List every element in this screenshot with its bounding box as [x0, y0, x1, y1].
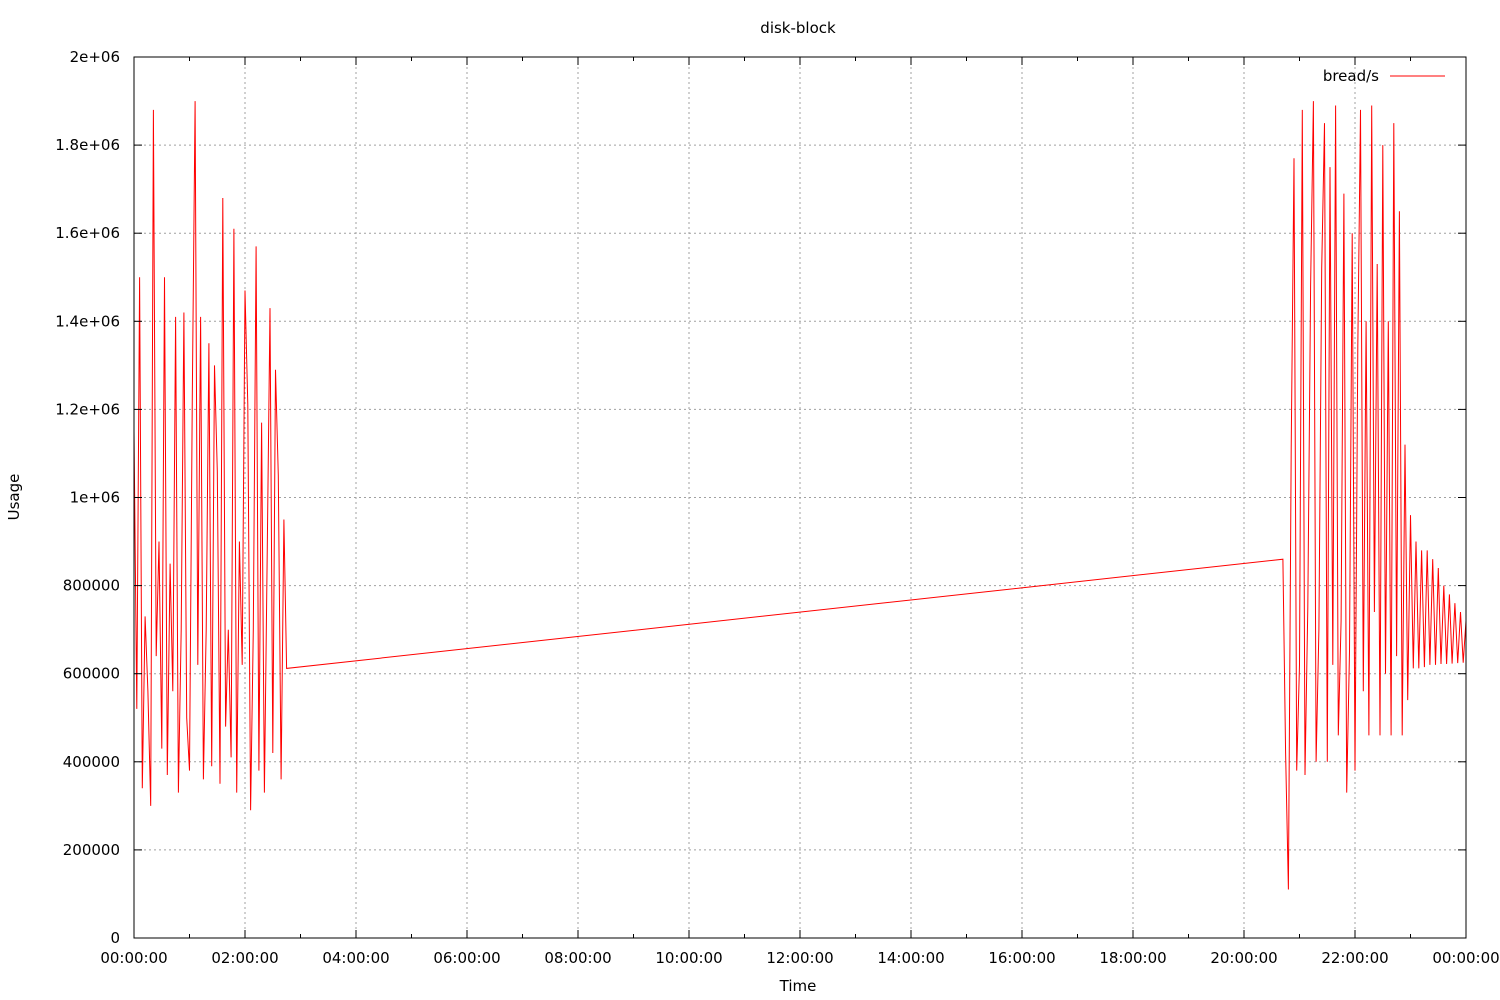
- y-tick-label: 2e+06: [70, 48, 120, 66]
- y-axis-label: Usage: [5, 474, 23, 521]
- y-tick-label: 400000: [63, 753, 120, 771]
- x-tick-label: 18:00:00: [1099, 949, 1166, 967]
- series-bread-line: [133, 101, 1467, 890]
- ticks-layer: [133, 56, 1467, 939]
- x-tick-label: 04:00:00: [322, 949, 389, 967]
- chart-title: disk-block: [760, 19, 836, 37]
- x-tick-label: 10:00:00: [655, 949, 722, 967]
- y-tick-label: 1.6e+06: [55, 224, 120, 242]
- x-tick-label: 02:00:00: [211, 949, 278, 967]
- y-tick-label: 1e+06: [70, 489, 120, 507]
- y-tick-label: 200000: [63, 841, 120, 859]
- x-tick-label: 00:00:00: [100, 949, 167, 967]
- y-tick-label: 1.4e+06: [55, 312, 120, 330]
- x-tick-label: 22:00:00: [1321, 949, 1388, 967]
- y-tick-label: 0: [110, 929, 120, 947]
- y-tick-label: 1.8e+06: [55, 136, 120, 154]
- x-axis-label: Time: [779, 977, 817, 995]
- grid-layer: [134, 57, 1466, 938]
- x-tick-label: 12:00:00: [766, 949, 833, 967]
- x-tick-label: 06:00:00: [433, 949, 500, 967]
- series-layer: [133, 101, 1467, 890]
- x-tick-label: 20:00:00: [1210, 949, 1277, 967]
- x-tick-label: 00:00:00: [1432, 949, 1499, 967]
- legend: bread/s: [1323, 67, 1445, 85]
- x-tick-labels: 00:00:00 02:00:00 04:00:00 06:00:00 08:00:00…: [100, 949, 1499, 967]
- y-tick-label: 1.2e+06: [55, 400, 120, 418]
- legend-label: bread/s: [1323, 67, 1379, 85]
- x-tick-label: 14:00:00: [877, 949, 944, 967]
- x-tick-label: 16:00:00: [988, 949, 1055, 967]
- y-tick-labels: 0 200000 400000 600000 800000 1e+06 1.2e+06 1.4…: [55, 48, 120, 947]
- x-tick-label: 08:00:00: [544, 949, 611, 967]
- y-tick-label: 800000: [63, 577, 120, 595]
- y-tick-label: 600000: [63, 665, 120, 683]
